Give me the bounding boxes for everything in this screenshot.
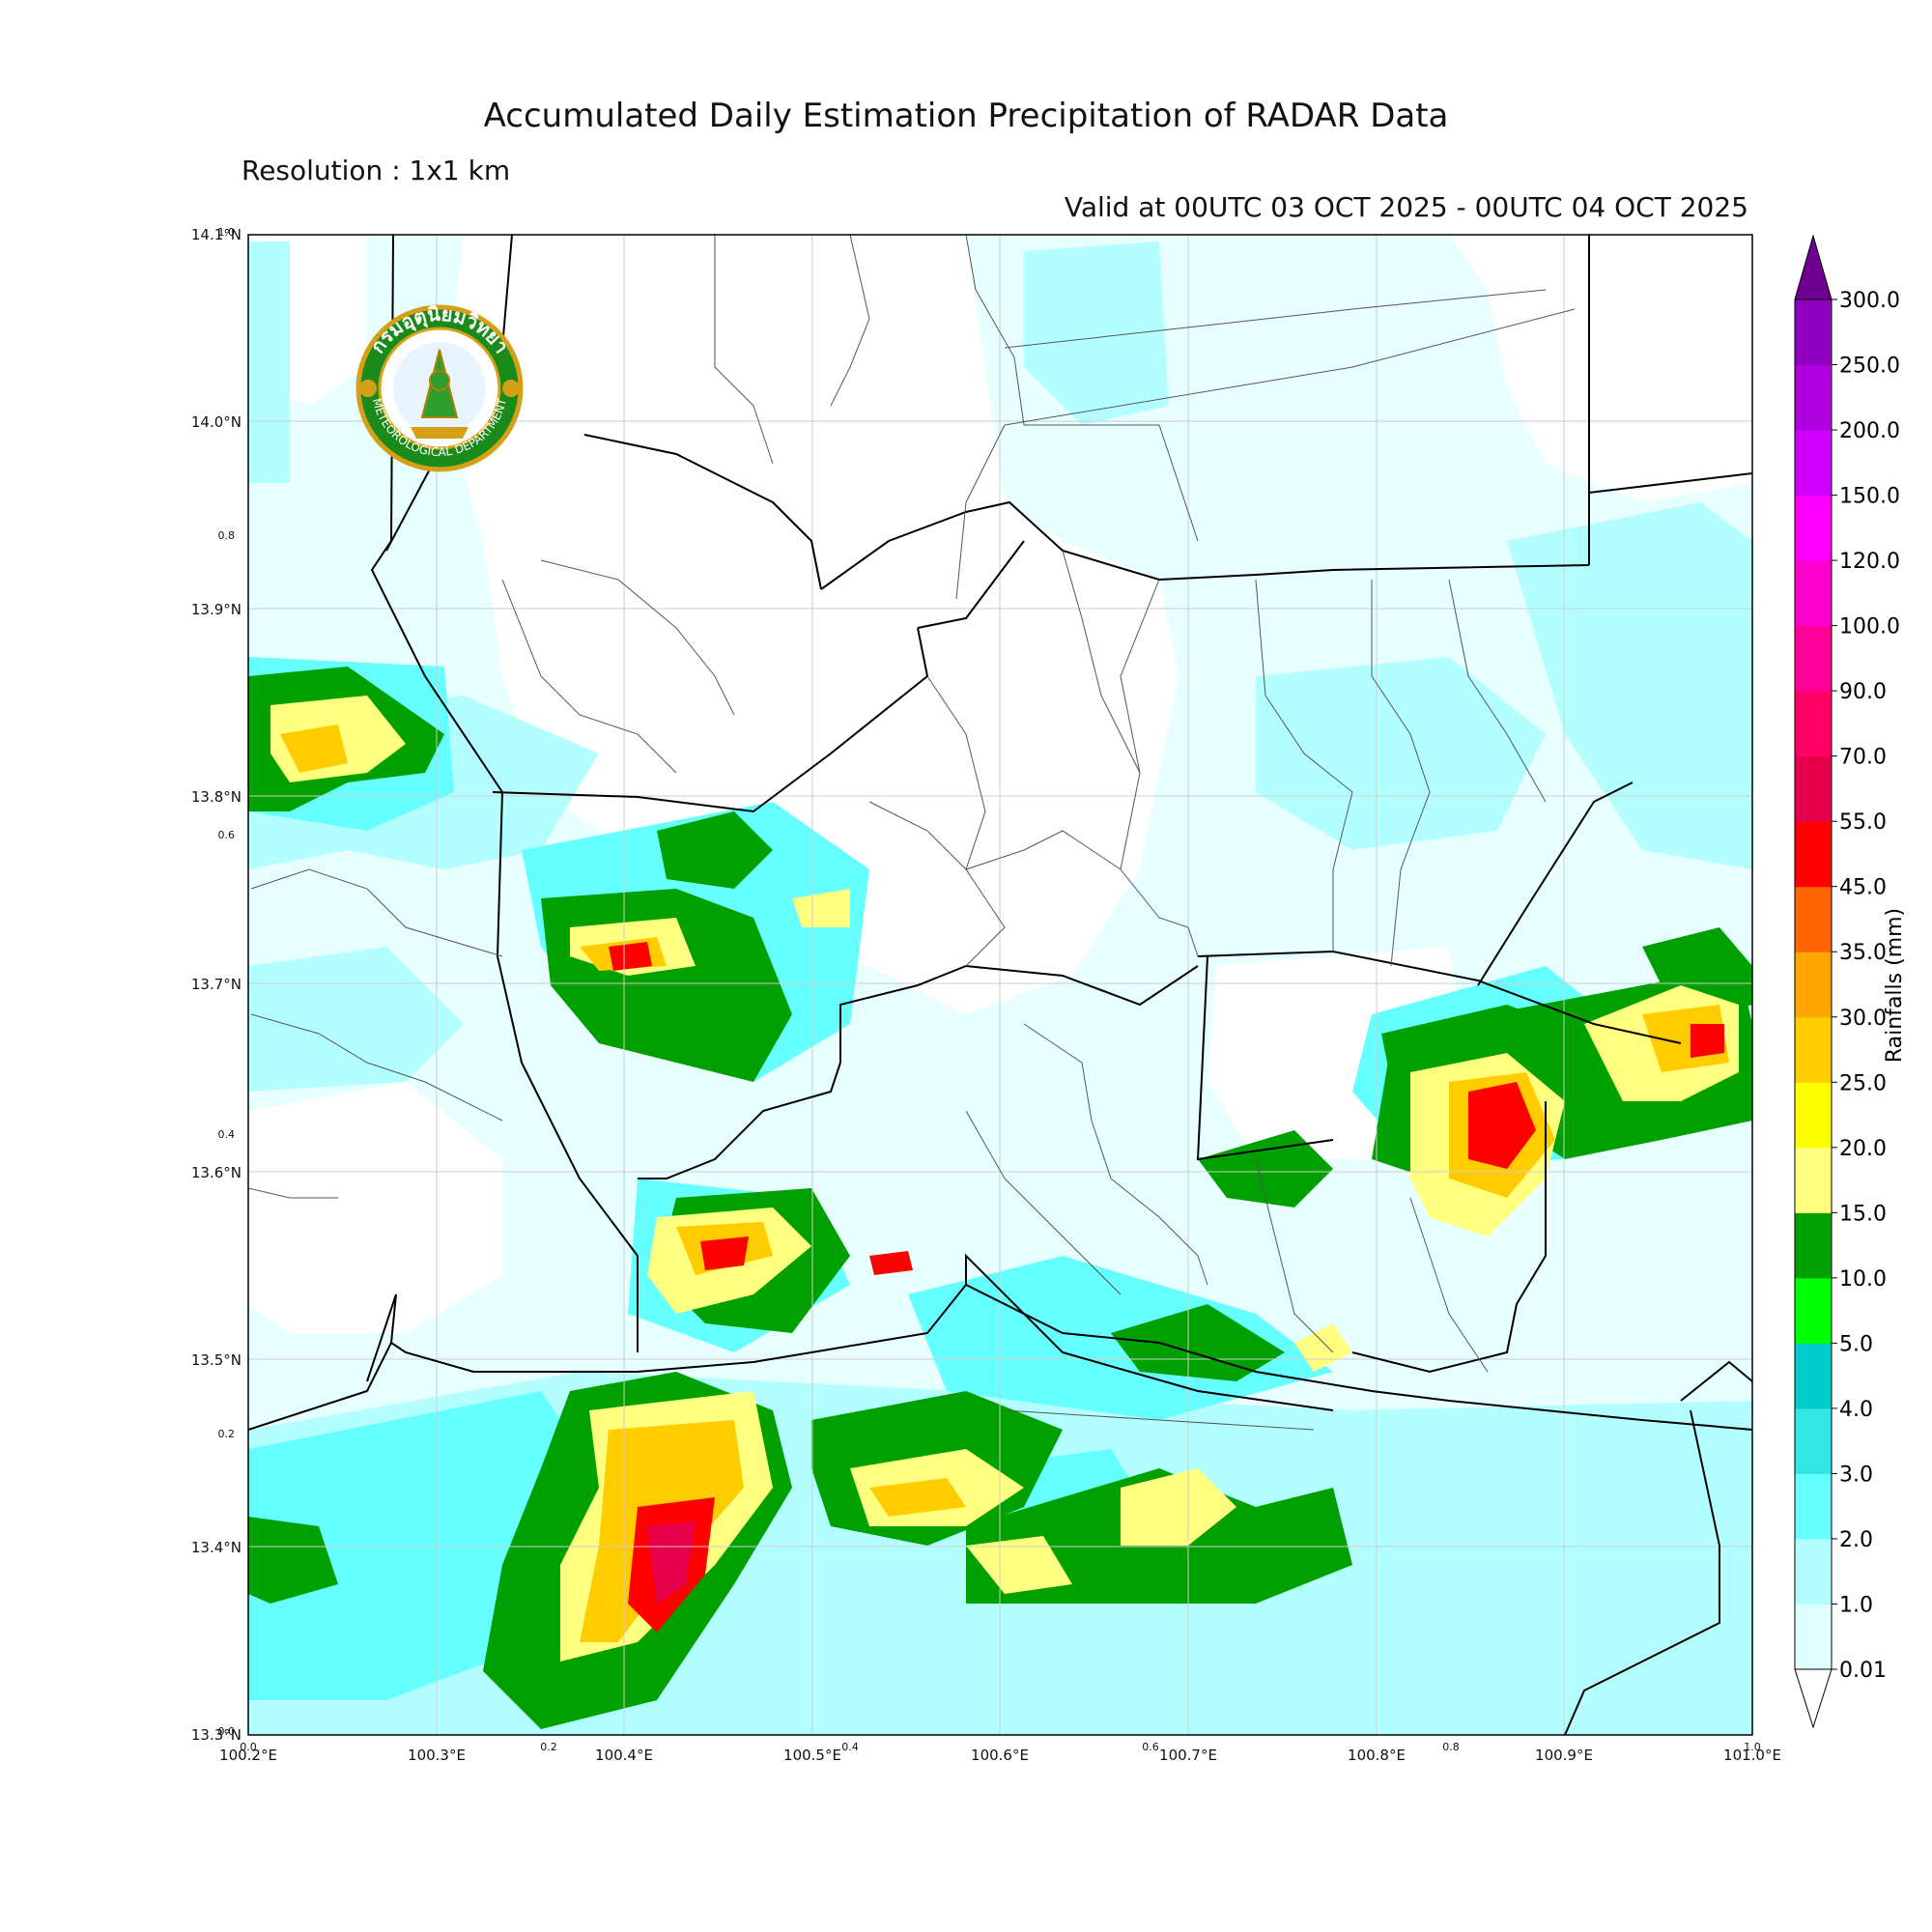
chart-title: Accumulated Daily Estimation Precipitati…: [483, 97, 1449, 135]
colorbar-segment: [1795, 755, 1832, 822]
inner-axis-label: 1.0: [1744, 1741, 1761, 1753]
colorbar-level-label: 25.0: [1839, 1071, 1887, 1095]
colorbar-segment: [1795, 495, 1832, 561]
colorbar-level-label: 2.0: [1839, 1528, 1873, 1552]
lat-label: 13.5°N: [191, 1351, 242, 1369]
colorbar-level-label: 55.0: [1839, 810, 1887, 835]
inner-axis-label: 0.8: [1442, 1741, 1460, 1753]
lon-label: 100.8°E: [1348, 1747, 1406, 1764]
colorbar-segment: [1795, 1538, 1832, 1605]
colorbar-segment: [1795, 625, 1832, 692]
lat-label: 13.3°N: [191, 1726, 242, 1744]
inner-axis-label: 1.0: [218, 226, 236, 239]
colorbar-segment: [1795, 1212, 1832, 1279]
colorbar-level-label: 70.0: [1839, 746, 1887, 770]
lon-label: 100.5°E: [783, 1747, 841, 1764]
colorbar-segment: [1795, 560, 1832, 627]
dry-region: [248, 235, 1752, 1333]
colorbar-level-label: 1.0: [1839, 1593, 1873, 1617]
inner-axis-label: 0.0: [240, 1741, 257, 1753]
colorbar-level-label: 300.0: [1839, 289, 1900, 313]
lon-label: 100.6°E: [971, 1747, 1029, 1764]
colorbar-level-label: 120.0: [1839, 550, 1900, 574]
colorbar-frame: [1794, 298, 1833, 1670]
colorbar-segment: [1795, 952, 1832, 1018]
colorbar-segment: [1795, 1343, 1832, 1409]
inner-axis-label: 0.6: [1142, 1741, 1159, 1753]
district-boundaries: [248, 235, 1576, 1431]
colorbar-segment: [1795, 364, 1832, 431]
colorbar-segment: [1795, 1604, 1832, 1670]
lon-label: 100.4°E: [595, 1747, 653, 1764]
colorbar-level-label: 35.0: [1839, 941, 1887, 965]
colorbar-segment: [1795, 1473, 1832, 1540]
colorbar-level-label: 90.0: [1839, 680, 1887, 704]
lat-label: 13.8°N: [191, 788, 242, 806]
colorbar-level-label: 250.0: [1839, 355, 1900, 379]
colorbar-segment: [1795, 1407, 1832, 1474]
colorbar-level-label: 3.0: [1839, 1463, 1873, 1487]
colorbar-segment: [1795, 886, 1832, 952]
colorbar-label: Rainfalls (mm): [1883, 908, 1907, 1063]
tmd-logo: กรมอุตุนิยมวิทยา METEOROLOGICAL DEPARTME…: [355, 302, 524, 472]
lon-label: 100.9°E: [1535, 1747, 1593, 1764]
colorbar-segment: [1795, 691, 1832, 757]
inner-axis-label: 0.2: [218, 1428, 236, 1440]
inner-axis-label: 0.4: [841, 1741, 859, 1753]
colorbar-level-label: 20.0: [1839, 1137, 1887, 1161]
colorbar-segment: [1795, 1082, 1832, 1149]
lat-label: 14.0°N: [191, 413, 242, 431]
lat-label: 13.7°N: [191, 976, 242, 993]
colorbar-segment: [1795, 1147, 1832, 1213]
lon-label: 100.2°E: [219, 1747, 277, 1764]
inner-axis-label: 0.4: [218, 1128, 236, 1141]
province-boundaries: [248, 235, 1752, 1735]
resolution-label: Resolution : 1x1 km: [242, 155, 511, 186]
colorbar-level-label: 4.0: [1839, 1398, 1873, 1422]
colorbar-segment: [1795, 1016, 1832, 1083]
colorbar-level-label: 0.01: [1839, 1659, 1887, 1683]
lat-label: 14.1°N: [191, 226, 242, 243]
inner-axis-label: 0.6: [218, 829, 236, 841]
rain-55-70mm: [647, 1521, 696, 1604]
colorbar-level-label: 100.0: [1839, 615, 1900, 639]
lon-label: 100.3°E: [408, 1747, 466, 1764]
lon-label: 101.0°E: [1723, 1747, 1781, 1764]
colorbar-level-label: 30.0: [1839, 1007, 1887, 1031]
valid-time-label: Valid at 00UTC 03 OCT 2025 - 00UTC 04 OC…: [1064, 191, 1748, 223]
inner-axis-label: 0.0: [218, 1725, 236, 1738]
colorbar-level-label: 200.0: [1839, 419, 1900, 443]
lat-label: 13.4°N: [191, 1539, 242, 1556]
colorbar-segment: [1795, 299, 1832, 366]
lon-label: 100.7°E: [1159, 1747, 1217, 1764]
colorbar-level-label: 15.0: [1839, 1202, 1887, 1226]
lat-label: 13.6°N: [191, 1164, 242, 1181]
colorbar-level-label: 5.0: [1839, 1332, 1873, 1356]
map-frame: [247, 234, 1753, 1736]
colorbar-level-label: 10.0: [1839, 1267, 1887, 1292]
inner-axis-label: 0.8: [218, 529, 236, 542]
colorbar-segment: [1795, 821, 1832, 888]
colorbar-extend-high: [1794, 234, 1833, 300]
lat-label: 13.9°N: [191, 601, 242, 618]
colorbar-extend-low: [1794, 1668, 1833, 1729]
colorbar-segment: [1795, 430, 1832, 497]
colorbar-segment: [1795, 1277, 1832, 1344]
colorbar: 0.01 1.0 2.0 3.0 4.0 5.0 10.0 15.0 20.0 25.0 30.0 3…: [1794, 234, 1900, 1729]
inner-axis-label: 0.2: [540, 1741, 557, 1753]
colorbar-level-label: 45.0: [1839, 876, 1887, 900]
colorbar-level-label: 150.0: [1839, 485, 1900, 509]
